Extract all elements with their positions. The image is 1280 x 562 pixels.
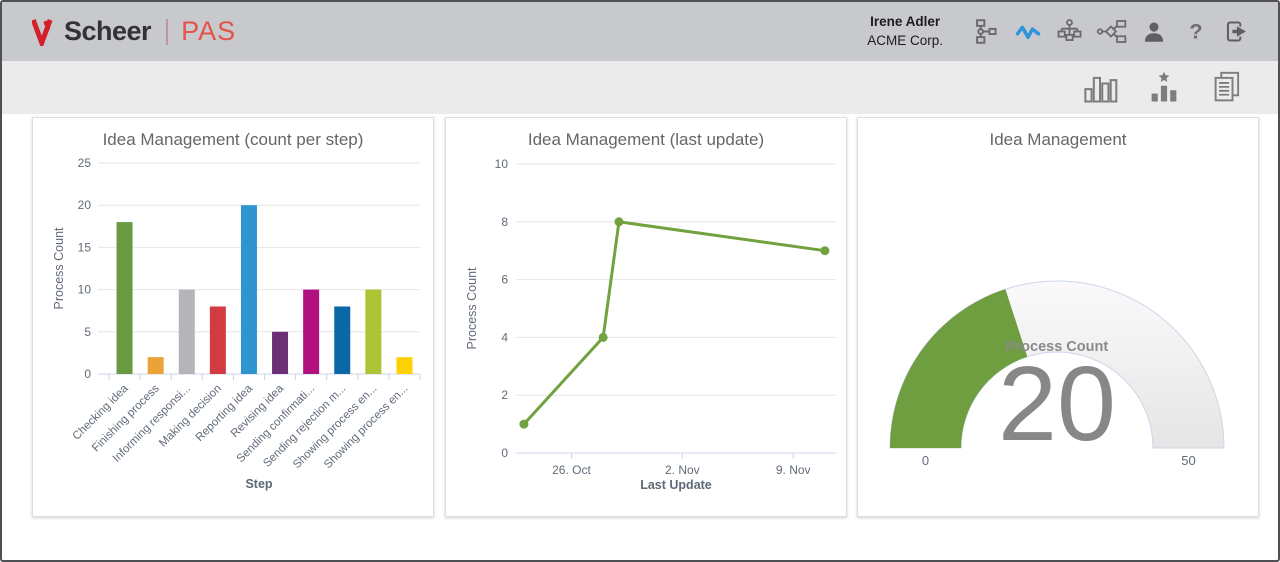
process-flow-icon: [976, 19, 997, 44]
reports-view-icon: [1214, 71, 1240, 101]
help-icon: ?: [1189, 19, 1202, 44]
bar[interactable]: [240, 205, 257, 374]
bar[interactable]: [334, 306, 351, 374]
user-name: Irene Adler: [870, 14, 941, 30]
gauge-chart-card: Idea Management 0 50 Process Count 20: [857, 117, 1259, 517]
process-flow-nav-button[interactable]: [969, 15, 1002, 48]
bar-chart-title: Idea Management (count per step): [102, 130, 364, 149]
bar-chart-card: Idea Management (count per step) 0 5 10 15 2…: [32, 117, 434, 517]
scheer-logo-icon: [32, 18, 53, 46]
user-icon: [1144, 21, 1163, 42]
bar[interactable]: [178, 289, 195, 374]
y-tick-label: 10: [495, 157, 509, 171]
app-header: Scheer PAS Irene Adler ACME Corp.: [2, 2, 1278, 61]
bar[interactable]: [147, 357, 164, 374]
line-series: [522, 220, 826, 426]
bar[interactable]: [396, 357, 413, 374]
y-axis-title: Process Count: [465, 267, 479, 350]
y-tick-label: 0: [84, 367, 91, 381]
gauge-label: Process Count: [1006, 339, 1108, 355]
monitoring-nav-button[interactable]: [1011, 15, 1044, 48]
gauge-value: 20: [998, 345, 1116, 463]
y-tick-label: 10: [78, 283, 92, 297]
x-axis-title: Last Update: [640, 478, 712, 492]
category-label: Checking idea: [71, 382, 131, 442]
y-tick-label: 0: [501, 446, 508, 460]
ranking-view-button[interactable]: [1144, 68, 1184, 108]
logout-nav-button[interactable]: [1221, 15, 1254, 48]
data-point[interactable]: [614, 217, 624, 227]
x-tick-label: 2. Nov: [665, 463, 700, 477]
y-axis-title: Process Count: [52, 227, 66, 310]
line-chart-title: Idea Management (last update): [527, 130, 765, 149]
user-company: ACME Corp.: [867, 32, 943, 48]
gauge-min-label: 0: [922, 453, 929, 468]
help-nav-button[interactable]: ?: [1179, 15, 1212, 48]
y-tick-label: 20: [78, 198, 92, 212]
view-toolbar: [2, 61, 1278, 114]
gauge-max-label: 50: [1181, 453, 1195, 468]
product-name: PAS: [181, 16, 237, 46]
y-tick-label: 4: [501, 330, 508, 344]
x-tick-label: 26. Oct: [552, 463, 591, 477]
logo-separator: [166, 18, 169, 45]
data-point[interactable]: [598, 332, 608, 342]
bar[interactable]: [365, 289, 382, 374]
ranking-view-icon: [1151, 71, 1177, 101]
y-tick-label: 5: [84, 325, 91, 339]
y-tick-label: 25: [78, 156, 92, 170]
user-nav-button[interactable]: [1137, 15, 1170, 48]
bar-chart-view-icon: [1084, 76, 1118, 103]
x-axis-title: Step: [245, 477, 272, 491]
monitoring-pulse-icon: [1015, 25, 1040, 39]
bar[interactable]: [209, 306, 226, 374]
org-chart-icon: [1057, 19, 1082, 41]
bar-chart-view-button[interactable]: [1080, 68, 1120, 108]
y-tick-label: 8: [501, 215, 508, 229]
y-tick-label: 2: [501, 388, 508, 402]
data-point[interactable]: [519, 419, 529, 429]
line-chart-plot: 0 2 4 6 8 10 Process Count 26. Oct 2. Nov 9. Nov L…: [465, 157, 836, 492]
user-info: Irene Adler ACME Corp.: [867, 13, 943, 49]
brand-name: Scheer: [64, 16, 152, 46]
bar[interactable]: [272, 331, 289, 374]
process-model-icon: [1096, 20, 1127, 43]
bar[interactable]: [116, 222, 133, 374]
logout-icon: [1226, 21, 1246, 42]
data-point[interactable]: [820, 246, 830, 256]
header-nav: ?: [969, 15, 1254, 48]
svg-text:?: ?: [1189, 19, 1202, 44]
x-tick-label: 9. Nov: [776, 463, 811, 477]
org-chart-nav-button[interactable]: [1053, 15, 1086, 48]
process-model-nav-button[interactable]: [1095, 15, 1128, 48]
gauge-chart-title: Idea Management: [989, 130, 1127, 149]
brand-logo: Scheer PAS: [32, 16, 236, 47]
line-chart-card: Idea Management (last update) 0 2 4 6 8 10 Pro…: [445, 117, 847, 517]
reports-view-button[interactable]: [1208, 68, 1248, 108]
gauge-value-arc[interactable]: [890, 289, 1028, 448]
bar[interactable]: [303, 289, 320, 374]
header-right: Irene Adler ACME Corp.: [867, 13, 1254, 49]
y-tick-label: 15: [78, 240, 92, 254]
y-tick-label: 6: [501, 273, 508, 287]
